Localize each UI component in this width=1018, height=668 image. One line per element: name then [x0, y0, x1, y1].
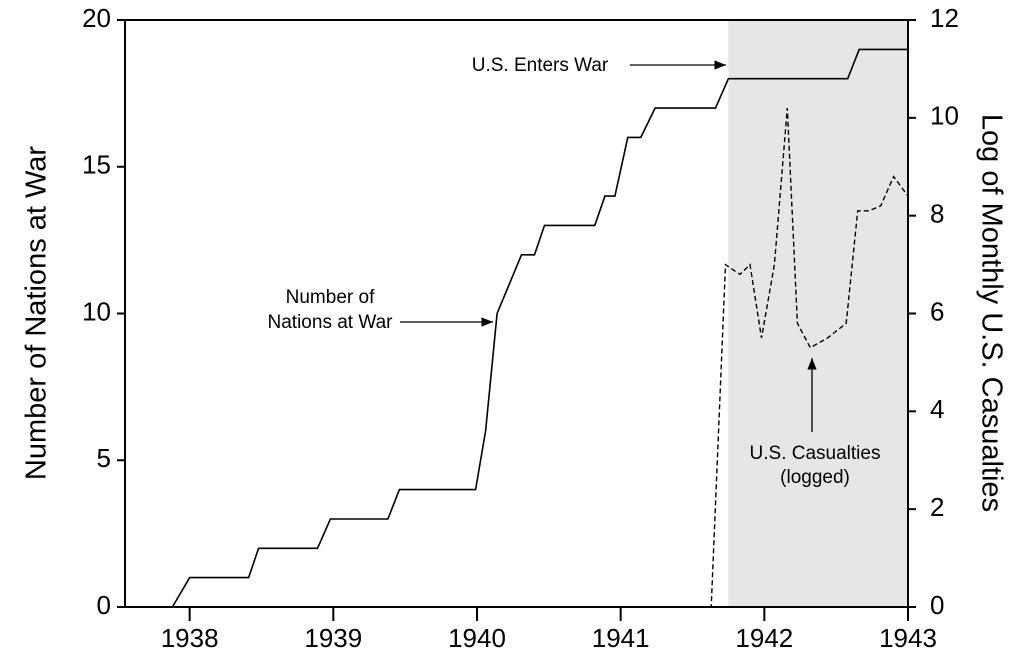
y2-tick-label: 10 [930, 101, 959, 131]
y-tick-label: 5 [97, 443, 111, 473]
y2-tick-label: 2 [930, 492, 944, 522]
series-line [125, 48, 908, 608]
y2-axis-label: Log of Monthly U.S. Casualties [975, 114, 1007, 512]
annotation: U.S. Casualties [750, 443, 881, 464]
annotation: (logged) [780, 467, 850, 488]
y2-tick-label: 12 [930, 3, 959, 33]
series-line [125, 108, 909, 608]
plot-layer [125, 48, 909, 608]
x-tick-label: 1941 [592, 623, 650, 653]
y2-tick-label: 6 [930, 296, 944, 326]
y2-tick-label: 8 [930, 199, 944, 229]
shade-layer [728, 20, 908, 607]
annotation: Nations at War [268, 312, 394, 333]
y-tick-label: 0 [97, 590, 111, 620]
x-tick-label: 1938 [161, 623, 219, 653]
annotation: U.S. Enters War [472, 55, 609, 76]
x-tick-label: 1942 [735, 623, 793, 653]
y-tick-label: 15 [82, 150, 111, 180]
y-tick-label: 10 [82, 296, 111, 326]
shaded-region [728, 20, 908, 607]
x-tick-label: 1939 [304, 623, 362, 653]
y2-tick-label: 0 [930, 590, 944, 620]
x-tick-label: 1943 [879, 623, 937, 653]
annotation: Number of [286, 287, 375, 308]
y2-tick-label: 4 [930, 394, 944, 424]
y-tick-label: 20 [82, 3, 111, 33]
x-tick-label: 1940 [448, 623, 506, 653]
y-axis-label: Number of Nations at War [21, 146, 53, 480]
